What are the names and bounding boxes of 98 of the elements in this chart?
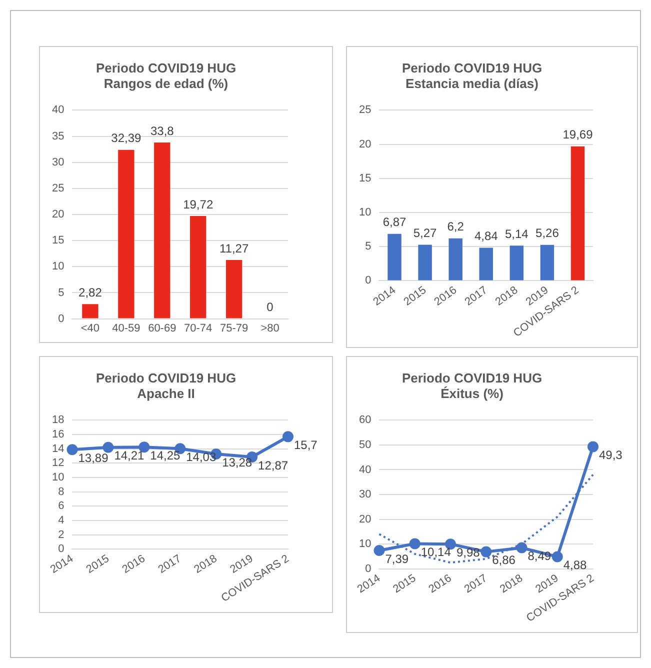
data-label: 8,49 — [528, 549, 552, 564]
y-tick-label: 10 — [358, 538, 372, 550]
y-tick-label: 5 — [365, 240, 372, 253]
point — [516, 542, 528, 554]
y-tick-label: 16 — [52, 428, 64, 441]
point — [552, 551, 563, 562]
y-tick-label: 2 — [58, 528, 64, 541]
x-tick-label: 40-59 — [112, 322, 140, 334]
data-label: 13,89 — [78, 450, 109, 465]
bar — [388, 234, 402, 280]
data-label: 5,14 — [504, 226, 529, 241]
bar — [510, 246, 524, 280]
y-tick-label: 15 — [358, 172, 372, 184]
point — [102, 442, 114, 453]
x-tick-label: 2014 — [355, 572, 383, 596]
bar — [190, 216, 206, 318]
point — [374, 545, 385, 556]
point — [409, 538, 420, 550]
y-tick-label: 10 — [358, 206, 372, 219]
y-tick-label: 30 — [358, 488, 372, 501]
bar — [118, 150, 134, 318]
data-label: 32,39 — [111, 131, 142, 146]
x-tick-label: 60-69 — [148, 322, 176, 334]
data-label: 15,7 — [294, 438, 318, 452]
bar — [226, 260, 242, 318]
bar — [479, 248, 493, 280]
point — [282, 431, 294, 442]
x-tick-label: 2014 — [48, 552, 76, 576]
point — [66, 444, 78, 456]
bar — [540, 244, 554, 280]
y-tick-label: 5 — [58, 286, 64, 299]
x-tick-label: 2016 — [426, 572, 454, 596]
y-tick-label: 10 — [52, 472, 64, 484]
bar — [448, 238, 462, 280]
point — [480, 546, 492, 558]
y-tick-label: 18 — [52, 414, 64, 426]
data-label: 14,21 — [114, 448, 145, 463]
data-label: 19,69 — [562, 128, 594, 142]
y-tick-label: 0 — [58, 543, 64, 556]
chart-title: Periodo COVID19 HUG Estancia media (días) — [402, 60, 542, 91]
y-tick-label: 15 — [52, 234, 64, 247]
data-label: 5,27 — [413, 226, 438, 240]
data-label: 12,87 — [258, 458, 288, 472]
data-label: 49,3 — [599, 448, 623, 462]
x-tick-label: >80 — [260, 322, 280, 334]
data-label: 11,27 — [219, 241, 249, 256]
data-label: 7,39 — [385, 552, 409, 566]
y-tick-label: 40 — [52, 104, 64, 116]
chart-title: Periodo COVID19 HUG Éxitus (%) — [402, 370, 542, 401]
x-tick-label: <40 — [80, 322, 100, 334]
y-tick-label: 10 — [52, 260, 64, 273]
data-label: 6,86 — [492, 553, 516, 568]
y-tick-label: 35 — [52, 130, 64, 142]
y-tick-label: 20 — [358, 138, 372, 150]
y-tick-label: 20 — [52, 208, 64, 221]
y-tick-label: 20 — [358, 513, 372, 526]
x-tick-label: 2015 — [84, 552, 112, 576]
data-label: 4,84 — [474, 229, 498, 244]
data-label: 4,88 — [563, 558, 588, 572]
y-tick-label: 0 — [58, 312, 64, 325]
data-label: 14,03 — [186, 450, 216, 464]
y-tick-label: 30 — [52, 156, 64, 168]
bar — [570, 146, 585, 280]
y-tick-label: 4 — [58, 514, 64, 527]
data-label: 2,82 — [78, 285, 102, 300]
data-label: 19,72 — [183, 197, 214, 212]
data-label: 10,14 — [420, 545, 452, 559]
y-tick-label: 12 — [52, 457, 64, 470]
bar — [418, 244, 432, 280]
y-tick-label: 0 — [365, 274, 372, 287]
point — [588, 441, 598, 452]
data-label: 6,2 — [447, 220, 464, 234]
y-tick-label: 25 — [358, 104, 372, 116]
data-label: 33,8 — [150, 124, 174, 138]
y-tick-label: 25 — [52, 182, 64, 194]
x-tick-label: 2018 — [192, 552, 220, 576]
data-label: 6,87 — [382, 215, 407, 230]
data-label: 0 — [266, 300, 274, 314]
x-tick-label: 75-79 — [220, 322, 248, 334]
chart-title: Periodo COVID19 HUG Rangos de edad (%) — [96, 60, 236, 91]
point — [138, 442, 150, 453]
bar — [154, 142, 170, 318]
y-tick-label: 60 — [358, 414, 372, 426]
chart-title: Periodo COVID19 HUG Apache II — [96, 370, 236, 401]
y-tick-label: 14 — [52, 442, 64, 455]
y-tick-label: 40 — [358, 464, 372, 476]
data-label: 5,26 — [536, 226, 560, 240]
data-label: 9,98 — [456, 545, 480, 560]
y-tick-label: 0 — [365, 562, 372, 575]
y-tick-label: 8 — [58, 486, 64, 498]
bar — [82, 304, 98, 318]
y-tick-label: 50 — [358, 439, 372, 451]
y-tick-label: 6 — [58, 500, 64, 512]
x-tick-label: 2018 — [498, 572, 526, 596]
data-label: 13,28 — [222, 455, 252, 470]
data-label: 14,25 — [150, 448, 181, 462]
x-tick-label: 70-74 — [184, 322, 212, 334]
x-tick-label: 2016 — [120, 552, 148, 576]
